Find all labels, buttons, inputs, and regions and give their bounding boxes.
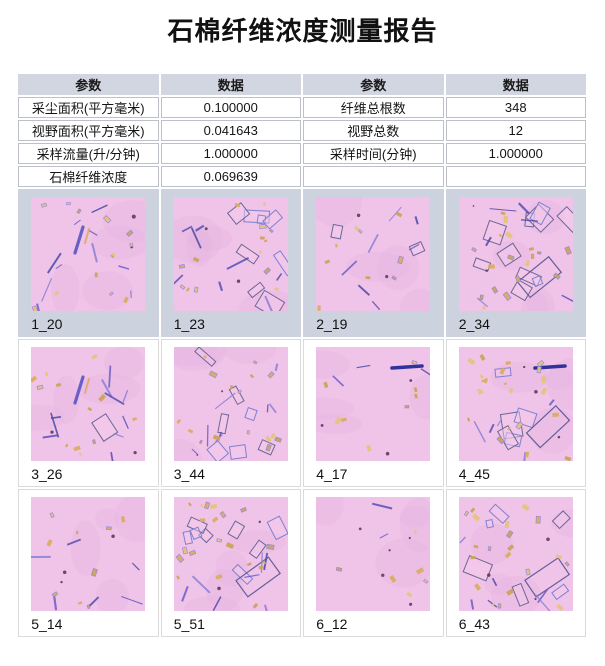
micrograph-cell: 1_20 [18, 189, 159, 337]
micrograph-image [459, 347, 573, 461]
micrograph-row: 1_20 1_23 2_19 2_34 [18, 189, 586, 337]
micrograph-row: 5_14 5_51 6_12 6_43 [18, 489, 586, 637]
micrograph-image [174, 197, 288, 311]
micrograph-cell: 2_19 [303, 189, 444, 337]
param-name-cell: 视野总数 [303, 120, 444, 141]
param-value-cell: 12 [446, 120, 587, 141]
micrograph-tile: 2_19 [316, 197, 430, 332]
page-title: 石棉纤维浓度测量报告 [0, 16, 605, 46]
param-name-cell: 纤维总根数 [303, 97, 444, 118]
micrograph-image [459, 497, 573, 611]
micrograph-image [31, 497, 145, 611]
micrograph-label: 3_26 [31, 466, 145, 482]
param-name-cell: 采样流量(升/分钟) [18, 143, 159, 164]
micrograph-cell: 5_14 [18, 489, 159, 637]
micrograph-tile: 5_14 [31, 497, 145, 632]
micrograph-label: 1_20 [31, 316, 145, 332]
micrograph-tile: 5_51 [174, 497, 288, 632]
micrograph-label: 2_19 [316, 316, 430, 332]
micrograph-tile: 4_17 [316, 347, 430, 482]
param-value-cell: 348 [446, 97, 587, 118]
micrograph-cell: 4_45 [446, 339, 587, 487]
micrograph-label: 3_44 [174, 466, 288, 482]
param-header-row: 参数数据参数数据 [18, 74, 586, 95]
micrograph-cell: 1_23 [161, 189, 302, 337]
micrograph-image [459, 197, 573, 311]
param-value-cell: 1.000000 [446, 143, 587, 164]
param-value-cell: 0.041643 [161, 120, 302, 141]
micrograph-label: 6_12 [316, 616, 430, 632]
micrograph-label: 1_23 [174, 316, 288, 332]
micrograph-label: 5_14 [31, 616, 145, 632]
micrograph-cell: 5_51 [161, 489, 302, 637]
micrograph-tile: 1_20 [31, 197, 145, 332]
micrograph-tile: 3_44 [174, 347, 288, 482]
micrograph-cell: 3_26 [18, 339, 159, 487]
micrograph-tile: 4_45 [459, 347, 573, 482]
micrograph-image [31, 347, 145, 461]
micrograph-tile: 6_43 [459, 497, 573, 632]
micrograph-tile: 3_26 [31, 347, 145, 482]
param-name-cell: 采尘面积(平方毫米) [18, 97, 159, 118]
micrograph-image [31, 197, 145, 311]
param-value-cell: 0.100000 [161, 97, 302, 118]
micrograph-image [316, 347, 430, 461]
micrograph-label: 4_17 [316, 466, 430, 482]
param-name-cell: 石棉纤维浓度 [18, 166, 159, 187]
micrograph-cell: 2_34 [446, 189, 587, 337]
micrograph-image [316, 497, 430, 611]
param-name-cell: 视野面积(平方毫米) [18, 120, 159, 141]
micrograph-image [174, 347, 288, 461]
micrograph-label: 2_34 [459, 316, 573, 332]
param-header-cell: 参数 [18, 74, 159, 95]
micrograph-tile: 1_23 [174, 197, 288, 332]
micrograph-cell: 6_43 [446, 489, 587, 637]
micrograph-tile: 2_34 [459, 197, 573, 332]
micrograph-row: 3_26 3_44 4_17 4_45 [18, 339, 586, 487]
param-name-cell: 采样时间(分钟) [303, 143, 444, 164]
micrograph-label: 4_45 [459, 466, 573, 482]
micrograph-image [174, 497, 288, 611]
param-header-cell: 数据 [161, 74, 302, 95]
param-header-cell: 数据 [446, 74, 587, 95]
micrograph-cell: 4_17 [303, 339, 444, 487]
param-name-cell [303, 166, 444, 187]
micrograph-cell: 3_44 [161, 339, 302, 487]
param-value-cell: 0.069639 [161, 166, 302, 187]
param-value-cell [446, 166, 587, 187]
param-header-cell: 参数 [303, 74, 444, 95]
micrograph-image [316, 197, 430, 311]
micrograph-label: 6_43 [459, 616, 573, 632]
micrograph-tile: 6_12 [316, 497, 430, 632]
micrograph-label: 5_51 [174, 616, 288, 632]
micrograph-cell: 6_12 [303, 489, 444, 637]
param-value-cell: 1.000000 [161, 143, 302, 164]
